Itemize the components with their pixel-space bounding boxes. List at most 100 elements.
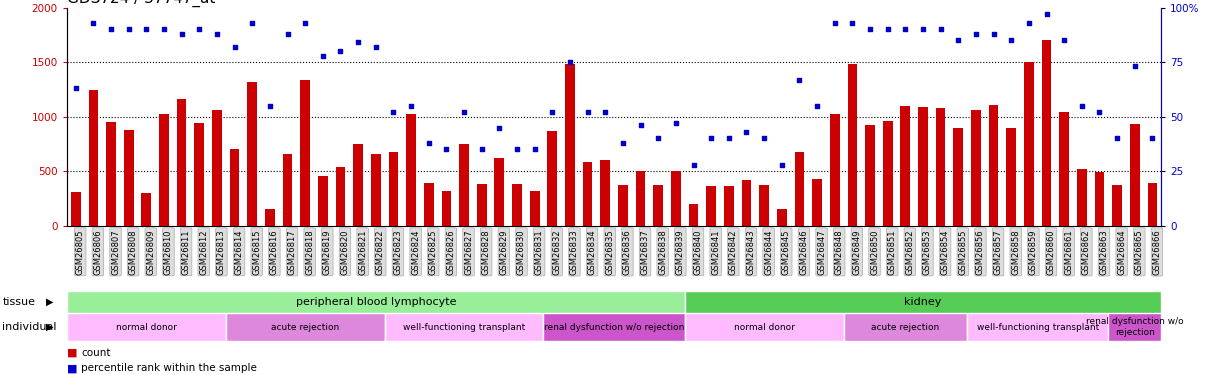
Text: GSM26811: GSM26811 (181, 229, 191, 274)
Bar (918, 107, 928, 226)
Point (401, 103, 421, 109)
Text: GSM26865: GSM26865 (1135, 229, 1144, 274)
Point (737, 129, 756, 135)
Point (824, 20, 844, 26)
Bar (265, 209, 275, 226)
Bar (794, 152, 804, 226)
Text: GSM26864: GSM26864 (1118, 229, 1126, 274)
Bar (1024, 62, 1034, 226)
Point (878, 26, 897, 32)
Bar (544, 313, 685, 341)
Bar (883, 121, 893, 226)
Text: ■: ■ (67, 348, 78, 358)
Bar (230, 149, 240, 226)
Text: GSM26821: GSM26821 (359, 229, 367, 274)
Point (490, 124, 510, 130)
Point (260, 103, 280, 109)
Text: GSM26859: GSM26859 (1029, 229, 1038, 274)
Point (136, 26, 156, 32)
Bar (247, 82, 257, 226)
Point (561, 59, 580, 65)
Point (1037, 11, 1057, 17)
Bar (106, 122, 116, 226)
Point (860, 26, 879, 32)
Point (225, 44, 244, 50)
Text: GSM26858: GSM26858 (1012, 229, 1020, 274)
Text: GSM26823: GSM26823 (394, 229, 402, 274)
Text: GSM26812: GSM26812 (199, 229, 208, 274)
Text: kidney: kidney (905, 297, 941, 307)
Point (931, 26, 951, 32)
Bar (195, 123, 204, 226)
Point (542, 109, 562, 115)
Bar (967, 313, 1108, 341)
Text: GSM26841: GSM26841 (711, 229, 720, 274)
Bar (582, 162, 592, 226)
Text: well-functioning transplant: well-functioning transplant (402, 322, 525, 332)
Text: GSM26826: GSM26826 (446, 229, 455, 274)
Point (719, 135, 738, 141)
Text: GSM26806: GSM26806 (94, 229, 102, 274)
Point (948, 37, 968, 43)
Point (119, 26, 139, 32)
Bar (844, 313, 967, 341)
Bar (530, 191, 540, 226)
Text: GDS724 / 37747_at: GDS724 / 37747_at (67, 0, 215, 8)
Point (101, 26, 120, 32)
Text: renal dysfunction w/o rejection: renal dysfunction w/o rejection (544, 322, 685, 332)
Text: ▶: ▶ (46, 322, 54, 332)
Bar (865, 125, 874, 226)
Bar (706, 186, 716, 226)
Text: GSM26813: GSM26813 (216, 229, 226, 274)
Text: GSM26842: GSM26842 (728, 229, 738, 274)
Text: GSM26846: GSM26846 (799, 229, 809, 274)
Bar (226, 313, 384, 341)
Point (1073, 103, 1092, 109)
Bar (812, 179, 822, 226)
Text: GSM26851: GSM26851 (888, 229, 896, 274)
Text: GSM26805: GSM26805 (75, 229, 85, 274)
Text: GSM26831: GSM26831 (535, 229, 544, 274)
Bar (1059, 112, 1069, 226)
Point (807, 103, 827, 109)
Bar (495, 158, 505, 226)
Text: GSM26829: GSM26829 (500, 229, 508, 274)
Bar (1130, 124, 1139, 226)
Point (313, 53, 332, 58)
Bar (685, 291, 1161, 313)
Point (207, 31, 226, 37)
Bar (336, 167, 345, 226)
Text: GSM26833: GSM26833 (570, 229, 579, 275)
Text: GSM26824: GSM26824 (411, 229, 420, 274)
Text: GSM26839: GSM26839 (676, 229, 685, 274)
Bar (141, 193, 151, 226)
Bar (901, 106, 911, 226)
Point (896, 26, 916, 32)
Bar (89, 90, 98, 226)
Text: GSM26822: GSM26822 (376, 229, 384, 274)
Text: GSM26854: GSM26854 (941, 229, 950, 274)
Text: GSM26832: GSM26832 (552, 229, 562, 274)
Text: normal donor: normal donor (116, 322, 176, 332)
Text: GSM26862: GSM26862 (1082, 229, 1091, 274)
Bar (300, 80, 310, 226)
Bar (176, 99, 186, 226)
Bar (953, 128, 963, 226)
Point (66, 85, 85, 91)
Bar (848, 64, 857, 226)
Point (472, 146, 491, 152)
Text: GSM26844: GSM26844 (764, 229, 773, 274)
Text: count: count (81, 348, 111, 358)
Point (1108, 135, 1127, 141)
Bar (406, 114, 416, 226)
Text: ▶: ▶ (46, 297, 54, 307)
Text: GSM26816: GSM26816 (270, 229, 278, 274)
Text: GSM26857: GSM26857 (993, 229, 1002, 274)
Text: GSM26840: GSM26840 (693, 229, 703, 274)
Text: well-functioning transplant: well-functioning transplant (976, 322, 1099, 332)
Bar (688, 204, 698, 226)
Point (1054, 37, 1074, 43)
Point (702, 135, 721, 141)
Point (525, 146, 545, 152)
Text: GSM26845: GSM26845 (782, 229, 790, 274)
